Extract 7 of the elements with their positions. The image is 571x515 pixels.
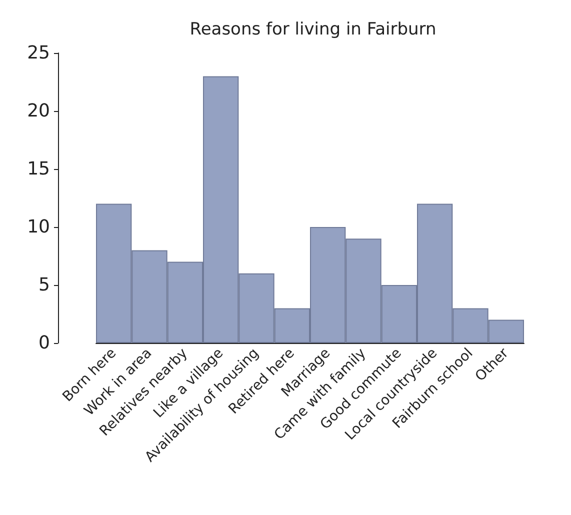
y-tick-label: 15	[27, 158, 50, 180]
y-tick-label: 0	[38, 332, 50, 354]
y-tick-label: 20	[27, 100, 50, 122]
y-tick-label: 25	[27, 42, 50, 64]
y-tick-label: 5	[38, 274, 50, 296]
chart-title: Reasons for living in Fairburn	[190, 20, 436, 40]
y-tick-label: 10	[27, 216, 50, 238]
